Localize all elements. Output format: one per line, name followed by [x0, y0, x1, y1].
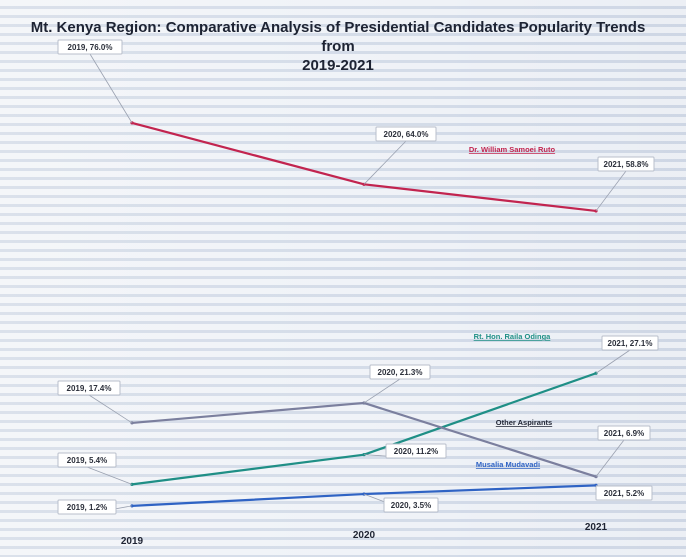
- series-label-musalia-mudavadi: Musalia Mudavadi: [476, 460, 540, 469]
- chart-title-line2: 2019-2021: [302, 57, 374, 74]
- data-label-box-rt-hon-raila-odinga-2020: [385, 443, 447, 459]
- data-label-pointer-dr-william-samoei-ruto-2020: [363, 140, 407, 185]
- data-label-other-aspirants-2020: 2020, 21.3%: [378, 368, 423, 377]
- data-label-dr-william-samoei-ruto-2021: 2021, 58.8%: [604, 160, 649, 169]
- series-line-dr-william-samoei-ruto: [130, 121, 598, 213]
- data-label-musalia-mudavadi-2021: 2021, 5.2%: [604, 489, 644, 498]
- data-label-rt-hon-raila-odinga-2020: 2020, 11.2%: [394, 447, 438, 456]
- series-label-rt-hon-raila-odinga: Rt. Hon. Raila Odinga: [474, 332, 551, 341]
- data-label-other-aspirants-2019: 2019, 17.4%: [67, 384, 112, 393]
- data-label-pointer-other-aspirants-2019: [88, 394, 133, 424]
- data-label-box-other-aspirants-2019: [57, 380, 121, 396]
- x-tick-2020: 2020: [353, 530, 376, 541]
- data-label-rt-hon-raila-odinga-2021: 2021, 27.1%: [608, 339, 653, 348]
- data-label-pointer-other-aspirants-2020: [363, 378, 401, 404]
- data-label-dr-william-samoei-ruto-2019: 2019, 76.0%: [68, 43, 113, 52]
- data-label-pointer-dr-william-samoei-ruto-2021: [595, 170, 627, 212]
- series-label-dr-william-samoei-ruto: Dr. William Samoei Ruto: [469, 145, 556, 154]
- series-label-other-aspirants: Other Aspirants: [496, 418, 552, 427]
- data-label-box-rt-hon-raila-odinga-2019: [57, 452, 117, 468]
- data-label-musalia-mudavadi-2019: 2019, 1.2%: [67, 503, 107, 512]
- data-label-pointer-rt-hon-raila-odinga-2019: [86, 466, 133, 485]
- data-label-box-dr-william-samoei-ruto-2019: [57, 39, 123, 55]
- data-label-pointer-rt-hon-raila-odinga-2021: [595, 349, 631, 374]
- data-label-rt-hon-raila-odinga-2019: 2019, 5.4%: [67, 456, 107, 465]
- data-label-box-other-aspirants-2021: [597, 425, 651, 441]
- chart-title: Mt. Kenya Region: Comparative Analysis o…: [0, 18, 686, 75]
- data-label-pointer-dr-william-samoei-ruto-2019: [89, 53, 133, 124]
- chart-title-line1: Mt. Kenya Region: Comparative Analysis o…: [30, 19, 646, 55]
- data-label-box-other-aspirants-2020: [369, 364, 431, 380]
- data-label-box-rt-hon-raila-odinga-2021: [601, 335, 659, 351]
- data-label-box-musalia-mudavadi-2020: [383, 497, 439, 513]
- data-label-pointer-other-aspirants-2021: [595, 439, 625, 477]
- x-tick-2021: 2021: [585, 522, 608, 533]
- data-label-box-dr-william-samoei-ruto-2020: [375, 126, 437, 142]
- data-label-box-musalia-mudavadi-2019: [57, 499, 117, 515]
- data-label-musalia-mudavadi-2020: 2020, 3.5%: [391, 501, 431, 510]
- data-label-box-musalia-mudavadi-2021: [595, 485, 653, 501]
- data-label-box-dr-william-samoei-ruto-2021: [597, 156, 655, 172]
- x-tick-2019: 2019: [121, 536, 144, 547]
- data-label-other-aspirants-2021: 2021, 6.9%: [604, 429, 644, 438]
- data-label-dr-william-samoei-ruto-2020: 2020, 64.0%: [384, 130, 429, 139]
